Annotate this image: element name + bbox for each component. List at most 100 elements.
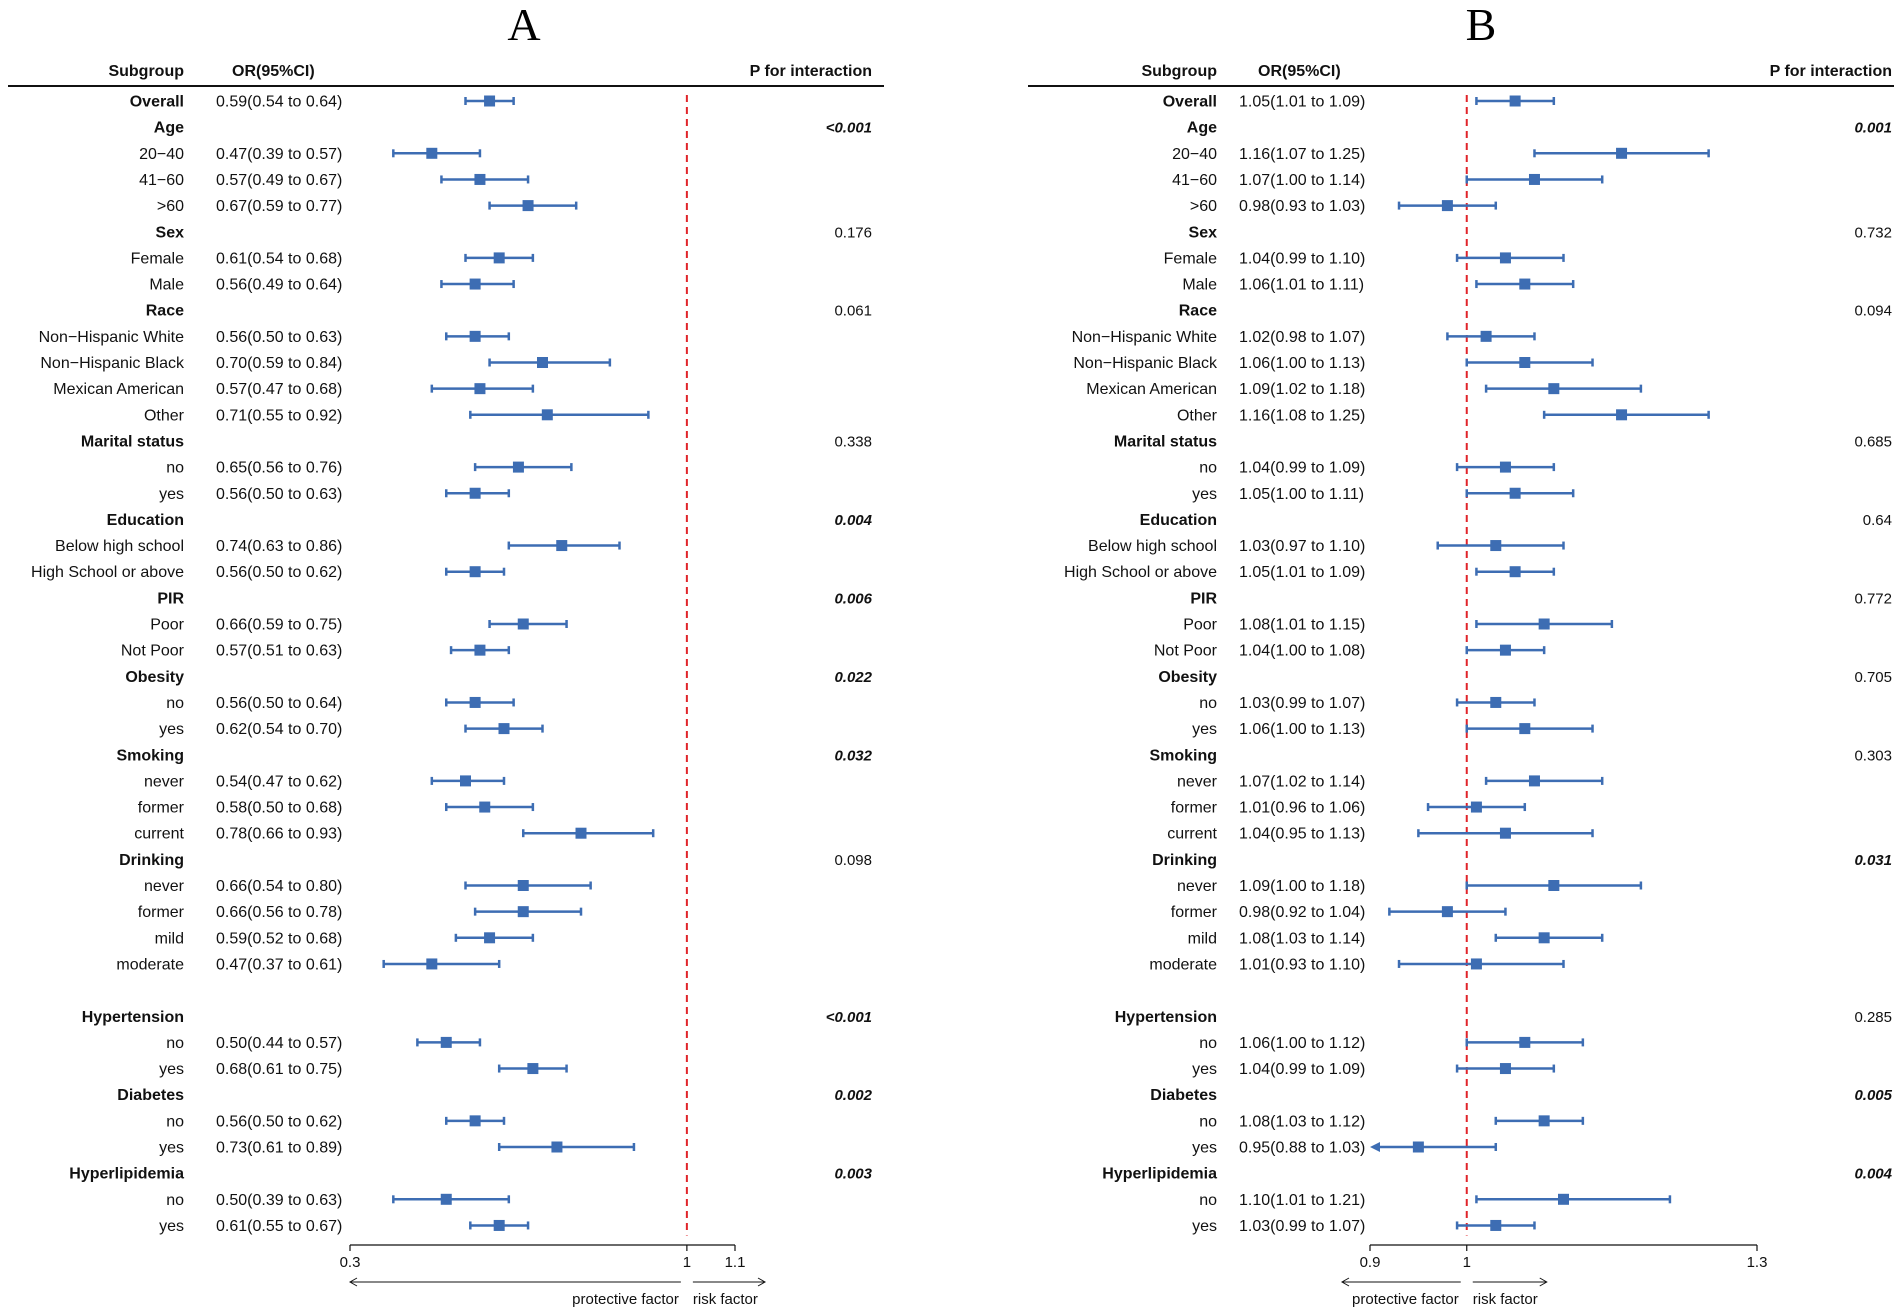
protective-arrow-head (348, 1277, 358, 1287)
p-interaction-value: 0.061 (834, 303, 872, 320)
subgroup-label: current (134, 826, 184, 843)
forest-row: yes 1.05(1.00 to 1.11) (1192, 486, 1575, 503)
or-ci-text: 0.98(0.92 to 1.04) (1239, 904, 1365, 921)
point-estimate (498, 723, 510, 735)
or-ci-text: 1.06(1.00 to 1.13) (1239, 721, 1365, 738)
or-ci-text: 1.03(0.97 to 1.10) (1239, 538, 1365, 555)
subgroup-label: yes (1192, 486, 1217, 503)
subgroup-label: former (1171, 904, 1218, 921)
forest-row: >60 0.67(0.59 to 0.77) (157, 198, 578, 215)
subgroup-label: yes (1192, 1061, 1217, 1078)
or-ci-text: 0.50(0.39 to 0.63) (216, 1192, 342, 1209)
forest-row: mild 1.08(1.03 to 1.14) (1188, 930, 1604, 947)
or-ci-text: 1.08(1.01 to 1.15) (1239, 617, 1365, 634)
p-interaction-value: 0.032 (834, 747, 872, 764)
point-estimate (469, 487, 481, 499)
forest-row: no 0.56(0.50 to 0.62) (166, 1113, 506, 1130)
point-estimate (1490, 1219, 1502, 1231)
or-ci-text: 1.05(1.01 to 1.09) (1239, 94, 1365, 111)
or-ci-text: 0.56(0.50 to 0.62) (216, 564, 342, 581)
point-estimate (1616, 147, 1628, 159)
forest-row: Age <0.001 (154, 120, 872, 137)
or-ci-text: 1.03(0.99 to 1.07) (1239, 1218, 1365, 1235)
point-estimate (474, 173, 486, 185)
subgroup-label: Mexican American (1086, 381, 1217, 398)
forest-row: 41−60 0.57(0.49 to 0.67) (139, 172, 530, 189)
p-interaction-value: 0.732 (1854, 224, 1892, 241)
or-ci-text: 0.66(0.59 to 0.75) (216, 617, 342, 634)
or-ci-text: 0.59(0.54 to 0.64) (216, 94, 342, 111)
p-interaction-value: <0.001 (826, 120, 872, 137)
forest-row: Non−Hispanic White 1.02(0.98 to 1.07) (1072, 329, 1536, 346)
forest-row: no 0.65(0.56 to 0.76) (166, 460, 573, 477)
subgroup-label: Non−Hispanic Black (1073, 355, 1218, 372)
forest-row: Other 0.71(0.55 to 0.92) (144, 407, 650, 424)
p-interaction-value: 0.303 (1854, 747, 1892, 764)
or-ci-text: 1.08(1.03 to 1.14) (1239, 930, 1365, 947)
header-subgroup: Subgroup (108, 63, 184, 80)
subgroup-label: yes (159, 486, 184, 503)
risk-arrow-head (1539, 1277, 1548, 1287)
or-ci-text: 1.04(0.99 to 1.10) (1239, 250, 1365, 267)
point-estimate (1490, 696, 1502, 708)
subgroup-label: Other (1177, 407, 1218, 424)
point-estimate (1538, 932, 1550, 944)
forest-row: Race 0.061 (146, 303, 872, 320)
point-estimate (1441, 906, 1453, 918)
forest-row: current 1.04(0.95 to 1.13) (1167, 826, 1594, 843)
protective-factor-label: protective factor (1352, 1291, 1459, 1308)
point-estimate (1538, 1115, 1550, 1127)
point-estimate (541, 409, 553, 421)
subgroup-label: no (166, 1192, 184, 1209)
forest-row: no 1.06(1.00 to 1.12) (1199, 1035, 1585, 1052)
subgroup-label: yes (1192, 1218, 1217, 1235)
subgroup-label: yes (159, 1218, 184, 1235)
forest-row: Sex 0.732 (1189, 224, 1892, 241)
or-ci-text: 0.61(0.55 to 0.67) (216, 1218, 342, 1235)
or-ci-text: 0.59(0.52 to 0.68) (216, 930, 342, 947)
forest-row: Education 0.004 (107, 512, 873, 529)
group-label: Drinking (119, 852, 184, 869)
group-label: Obesity (1158, 669, 1217, 686)
point-estimate (1528, 173, 1540, 185)
or-ci-text: 0.98(0.93 to 1.03) (1239, 198, 1365, 215)
group-label: Overall (1163, 94, 1217, 111)
p-interaction-value: 0.285 (1854, 1009, 1892, 1026)
p-interaction-value: 0.338 (834, 433, 872, 450)
or-ci-text: 0.56(0.50 to 0.63) (216, 329, 342, 346)
forest-row: Marital status 0.685 (1114, 433, 1892, 450)
point-estimate (517, 906, 529, 918)
or-ci-text: 0.47(0.39 to 0.57) (216, 146, 342, 163)
panel-a: A Subgroup OR(95%CI) P for interaction Overa… (8, 0, 884, 1308)
group-label: Hypertension (1115, 1009, 1217, 1026)
forest-row: Age 0.001 (1187, 120, 1892, 137)
or-ci-text: 0.61(0.54 to 0.68) (216, 250, 342, 267)
point-estimate (1412, 1141, 1424, 1153)
subgroup-label: never (1177, 773, 1218, 790)
point-estimate (556, 540, 568, 552)
p-interaction-value: 0.005 (1854, 1087, 1892, 1104)
forest-row: Hyperlipidemia 0.004 (1102, 1166, 1892, 1183)
subgroup-label: >60 (157, 198, 184, 215)
forest-row: 41−60 1.07(1.00 to 1.14) (1172, 172, 1604, 189)
subgroup-label: no (166, 460, 184, 477)
point-estimate (517, 618, 529, 630)
point-estimate (1499, 1063, 1511, 1075)
or-ci-text: 0.71(0.55 to 0.92) (216, 407, 342, 424)
point-estimate (1519, 357, 1531, 368)
or-ci-text: 1.16(1.08 to 1.25) (1239, 407, 1365, 424)
group-label: Hypertension (82, 1009, 184, 1026)
or-ci-text: 1.09(1.00 to 1.18) (1239, 878, 1365, 895)
point-estimate (1499, 461, 1511, 473)
p-interaction-value: 0.022 (834, 669, 872, 686)
point-estimate (484, 95, 496, 107)
or-ci-text: 1.06(1.01 to 1.11) (1239, 277, 1364, 294)
or-ci-text: 1.02(0.98 to 1.07) (1239, 329, 1365, 346)
forest-row: Obesity 0.705 (1158, 669, 1892, 686)
or-ci-text: 0.62(0.54 to 0.70) (216, 721, 342, 738)
forest-row: yes 0.62(0.54 to 0.70) (159, 721, 544, 738)
point-estimate (469, 696, 481, 708)
forest-row: High School or above 1.05(1.01 to 1.09) (1064, 564, 1556, 581)
forest-row: moderate 0.47(0.37 to 0.61) (116, 956, 501, 973)
or-ci-text: 1.07(1.02 to 1.14) (1239, 773, 1365, 790)
